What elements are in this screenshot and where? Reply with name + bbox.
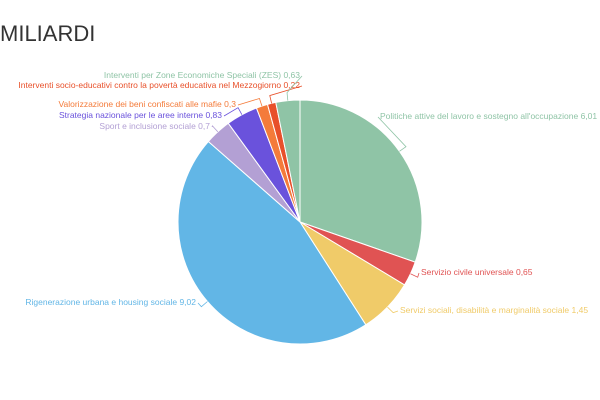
chart-title: MILIARDI bbox=[0, 21, 95, 46]
pie-slice bbox=[177, 140, 367, 345]
slice-value: 0,63 bbox=[283, 70, 300, 80]
slice-value: 1,45 bbox=[572, 305, 589, 315]
leader-line bbox=[269, 85, 303, 104]
slice-category: Servizi sociali, disabilità e marginalit… bbox=[400, 305, 569, 315]
leader-line bbox=[410, 272, 420, 278]
slice-category: Strategia nazionale per le aree interne bbox=[59, 110, 203, 120]
slice-category: Politiche attive del lavoro e sostegno a… bbox=[380, 111, 578, 121]
leader-line bbox=[377, 116, 407, 152]
slice-label: Interventi socio-educativi contro la pov… bbox=[18, 80, 300, 90]
leader-line bbox=[211, 125, 219, 133]
slice-category: Interventi per Zone Economiche Speciali … bbox=[104, 70, 281, 80]
slice-value: 9,02 bbox=[179, 297, 196, 307]
slice-value: 0,65 bbox=[516, 267, 533, 277]
leader-line bbox=[197, 301, 208, 308]
leader-line bbox=[286, 75, 303, 101]
slice-label: Politiche attive del lavoro e sostegno a… bbox=[380, 111, 597, 121]
slice-value: 0,3 bbox=[224, 99, 236, 109]
slice-label: Sport e inclusione sociale 0,7 bbox=[99, 121, 210, 131]
slice-category: Sport e inclusione sociale bbox=[99, 121, 196, 131]
leader-line bbox=[223, 107, 243, 117]
slice-category: Valorizzazione dei beni confiscati alle … bbox=[58, 99, 222, 109]
slice-value: 6,01 bbox=[581, 111, 598, 121]
slice-category: Rigenerazione urbana e housing sociale bbox=[25, 297, 177, 307]
slice-value: 0,83 bbox=[205, 110, 222, 120]
slice-value: 0,7 bbox=[198, 121, 210, 131]
slice-value: 0,22 bbox=[283, 80, 300, 90]
slice-label: Servizio civile universale 0,65 bbox=[421, 267, 533, 277]
slice-label: Strategia nazionale per le aree interne … bbox=[59, 110, 222, 120]
leader-line bbox=[237, 97, 263, 107]
slice-label: Valorizzazione dei beni confiscati alle … bbox=[58, 99, 236, 109]
slice-category: Servizio civile universale bbox=[421, 267, 514, 277]
leader-line bbox=[387, 306, 399, 314]
slice-category: Interventi socio-educativi contro la pov… bbox=[18, 80, 281, 90]
slice-label: Rigenerazione urbana e housing sociale 9… bbox=[25, 297, 196, 307]
slice-label: Interventi per Zone Economiche Speciali … bbox=[104, 70, 300, 80]
slice-label: Servizi sociali, disabilità e marginalit… bbox=[400, 305, 588, 315]
